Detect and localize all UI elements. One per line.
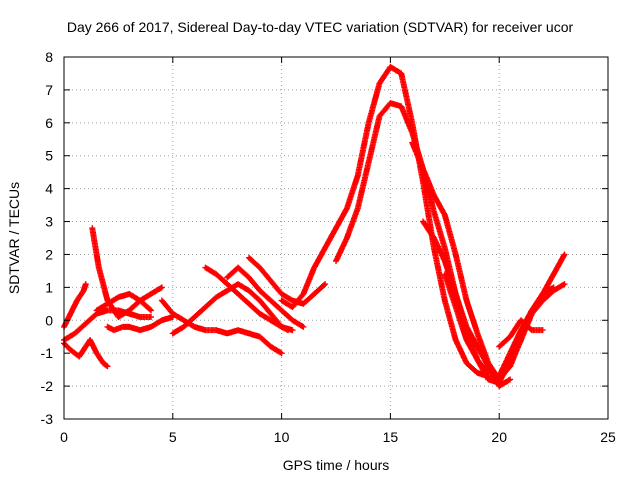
series-track-11 [246,254,329,307]
series-track-16 [441,271,492,376]
series-track-17 [507,281,568,363]
data-point-markers [169,281,292,337]
x-tick-label: 25 [600,429,616,445]
y-tick-label: -2 [41,378,54,394]
data-point-markers [441,271,492,376]
data-point-markers [89,225,165,320]
x-tick-label: 10 [274,429,290,445]
series-track-6 [104,314,176,334]
y-tick-label: 4 [45,181,53,197]
series-track-5 [93,290,154,314]
series-track-4 [89,225,165,320]
y-axis-label: SDTVAR / TECUs [6,182,22,294]
plot-frame [63,56,609,420]
x-tick-label: 15 [383,429,399,445]
data-point-markers [93,290,154,314]
data-points [61,63,568,390]
data-point-markers [246,254,329,307]
data-point-markers [104,314,176,334]
chart-title: Day 266 of 2017, Sidereal Day-to-day VTE… [67,19,574,35]
x-axis-label: GPS time / hours [283,457,390,473]
series-track-15 [420,218,514,390]
data-point-markers [224,264,307,330]
x-tick-label: 20 [491,429,507,445]
data-point-markers [158,297,285,357]
x-tick-label: 0 [60,429,68,445]
grid-lines [64,57,608,419]
data-point-markers [420,218,514,390]
y-tick-label: 2 [45,246,53,262]
data-point-markers [496,317,546,350]
y-tick-label: 3 [45,214,53,230]
series-track-9 [202,264,296,334]
y-tick-label: 5 [45,148,53,164]
y-tick-label: 6 [45,115,53,131]
data-point-markers [202,264,296,334]
y-tick-label: 1 [45,279,53,295]
y-tick-label: -1 [41,345,54,361]
series-track-18 [496,317,546,350]
series-track-7 [158,297,285,357]
y-tick-label: 0 [45,312,53,328]
data-point-markers [507,281,568,363]
y-tick-label: 8 [45,49,53,65]
x-tick-label: 5 [169,429,177,445]
y-tick-label: -3 [41,411,54,427]
series-track-10 [224,264,307,330]
y-tick-label: 7 [45,82,53,98]
series-track-8 [169,281,292,337]
axis-ticks: 0 5 10 15 20 25 -3 -2 -1 0 1 2 3 4 5 6 7 8 [41,49,616,445]
